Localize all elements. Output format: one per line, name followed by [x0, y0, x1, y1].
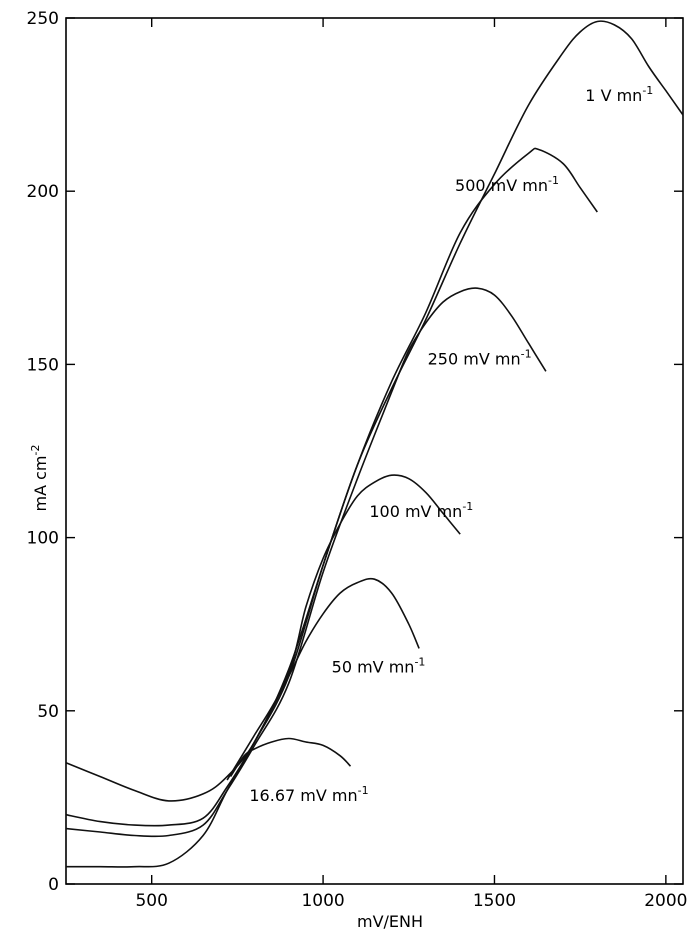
series-line-3 — [66, 474, 461, 868]
y-tick-label: 0 — [48, 875, 59, 895]
x-tick-label: 2000 — [644, 891, 687, 911]
series-label-1: 500 mV mn-1 — [455, 174, 559, 195]
series-line-2 — [65, 287, 547, 838]
series-label-text: 1 V mn — [585, 86, 642, 105]
y-axis: 0 50 100 150 200 250 — [27, 9, 683, 895]
series-label-5: 16.67 mV mn-1 — [249, 784, 368, 805]
series-label-3: 100 mV mn-1 — [369, 500, 473, 521]
y-axis-title: mA cm-2 — [29, 445, 50, 512]
series-label-exponent: -1 — [414, 656, 425, 669]
plot-area — [65, 17, 684, 885]
y-axis-title-main: mA cm — [31, 455, 50, 511]
series-line-5 — [229, 737, 352, 778]
series-label-exponent: -1 — [548, 174, 559, 187]
series-line-0 — [65, 20, 684, 802]
series-line-4 — [226, 577, 420, 781]
series-label-text: 500 mV mn — [455, 176, 548, 195]
x-tick-label: 500 — [135, 891, 167, 911]
x-tick-label: 1500 — [473, 891, 516, 911]
x-axis-title: mV/ENH — [357, 912, 423, 931]
series-label-text: 16.67 mV mn — [249, 786, 357, 805]
x-axis: 500 1000 1500 2000 — [135, 18, 687, 911]
y-tick-label: 200 — [27, 182, 59, 202]
y-tick-label: 100 — [27, 529, 59, 549]
y-tick-label: 150 — [27, 355, 59, 375]
series-label-exponent: -1 — [642, 84, 653, 97]
series-label-4: 50 mV mn-1 — [332, 656, 426, 677]
series-label-text: 50 mV mn — [332, 658, 415, 677]
series-label-exponent: -1 — [358, 784, 369, 797]
series-label-exponent: -1 — [462, 500, 473, 513]
x-tick-label: 1000 — [301, 891, 344, 911]
series-label-text: 250 mV mn — [428, 349, 521, 368]
y-tick-label: 250 — [27, 9, 59, 29]
curves — [65, 20, 684, 868]
series-line-1 — [65, 147, 598, 827]
y-tick-label: 50 — [37, 702, 59, 722]
series-label-2: 250 mV mn-1 — [428, 347, 532, 368]
series-label-text: 100 mV mn — [369, 502, 462, 521]
svg-text:mA cm-2: mA cm-2 — [29, 445, 50, 512]
plot-frame — [65, 17, 684, 885]
series-label-0: 1 V mn-1 — [585, 84, 653, 105]
y-axis-title-exponent: -2 — [29, 445, 42, 456]
series-label-exponent: -1 — [521, 347, 532, 360]
